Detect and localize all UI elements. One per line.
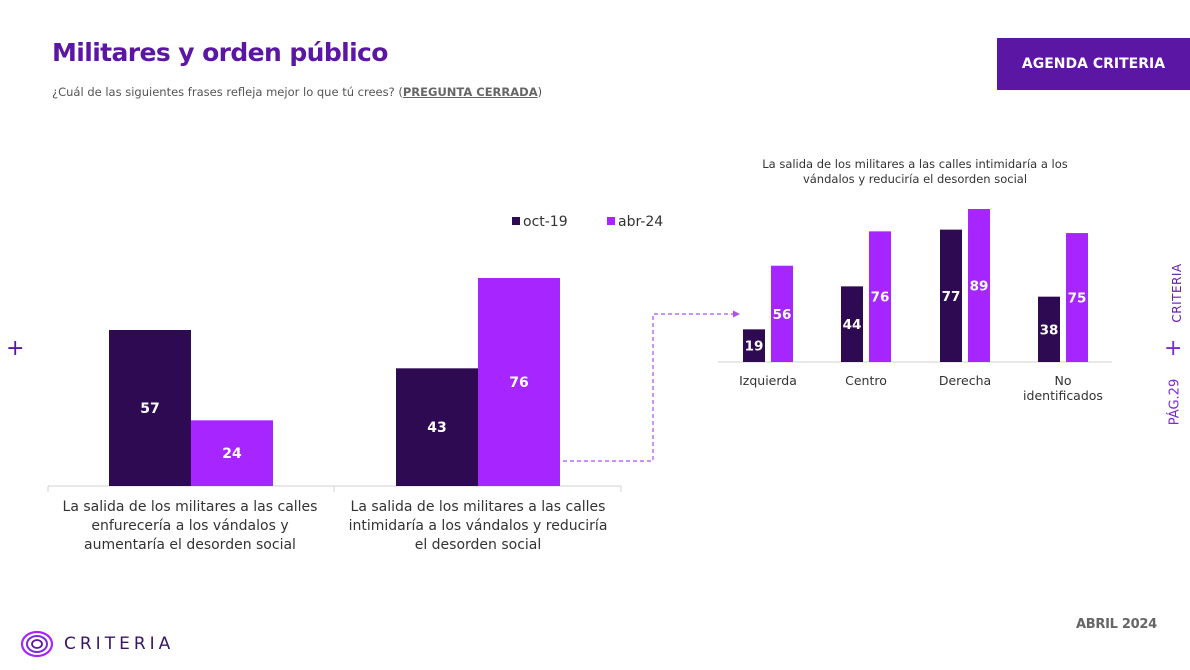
bar — [869, 231, 891, 362]
category-label: el desorden social — [415, 537, 542, 553]
data-label: 57 — [140, 401, 159, 417]
data-label: 43 — [427, 420, 446, 436]
plus-decoration-left: + — [6, 336, 25, 361]
main-bar-chart: 57 24 La salida de los militares a las cal… — [47, 214, 663, 553]
bar — [396, 368, 478, 486]
bar — [841, 286, 863, 362]
category-label: Izquierda — [739, 373, 797, 388]
question-close: ) — [537, 85, 543, 99]
connector-arrow — [563, 313, 734, 462]
plus-decoration-right: + — [1164, 336, 1183, 361]
bar — [968, 209, 990, 362]
category-label: enfurecería a los vándalos y — [91, 518, 288, 534]
data-label: 44 — [843, 317, 862, 333]
question-text: ¿Cuál de las siguientes frases refleja m… — [52, 85, 403, 99]
data-label: 89 — [970, 279, 989, 295]
data-label: 19 — [745, 339, 764, 355]
category-label: No — [1055, 373, 1072, 388]
agenda-criteria-badge: AGENDA CRITERIA — [997, 38, 1190, 90]
page-title: Militares y orden público — [52, 38, 388, 67]
bar — [940, 229, 962, 362]
legend-label: abr-24 — [618, 214, 663, 230]
category-label: aumentaría el desorden social — [84, 537, 296, 553]
bar — [109, 330, 191, 486]
bar — [771, 265, 793, 362]
data-label: 75 — [1068, 291, 1087, 307]
data-label: 38 — [1040, 322, 1059, 338]
category-label: La salida de los militares a las calles — [351, 499, 606, 515]
legend-swatch — [607, 217, 615, 225]
bar — [1038, 296, 1060, 362]
category-label: Centro — [845, 373, 887, 388]
bar — [478, 278, 560, 486]
legend-label: oct-19 — [523, 214, 568, 230]
legend-swatch — [512, 217, 520, 225]
criteria-logo-icon — [20, 630, 54, 658]
data-label: 24 — [222, 446, 242, 462]
connector-arrowhead — [733, 310, 740, 318]
data-label: 77 — [942, 289, 961, 305]
chart-title: vándalos y reduciría el desorden social — [803, 172, 1027, 186]
category-label: Derecha — [939, 373, 991, 388]
bar — [1066, 233, 1088, 362]
data-label: 56 — [773, 307, 792, 323]
chart-title: La salida de los militares a las calles … — [762, 157, 1068, 171]
category-label: intimidaría a los vándalos y reduciría — [349, 518, 608, 534]
data-label: 76 — [509, 375, 528, 391]
category-label: identificados — [1023, 388, 1103, 403]
footer-date: ABRIL 2024 — [1076, 617, 1157, 632]
question-type: PREGUNTA CERRADA — [402, 85, 538, 99]
ideology-bar-chart: La salida de los militares a las calles … — [718, 157, 1112, 403]
data-label: 76 — [871, 290, 890, 306]
criteria-logo-text: CRITERIA — [64, 634, 175, 654]
bar — [191, 420, 273, 486]
category-label: La salida de los militares a las calles — [63, 499, 318, 515]
question-subtitle: ¿Cuál de las siguientes frases refleja m… — [52, 85, 542, 99]
bar — [743, 329, 765, 362]
criteria-logo: CRITERIA — [20, 629, 174, 659]
